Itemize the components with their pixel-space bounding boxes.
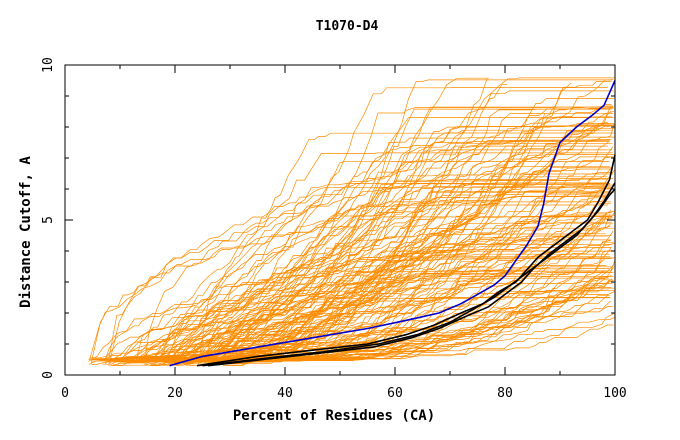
background-model-curves xyxy=(88,77,616,367)
background-curve xyxy=(198,317,615,363)
background-curve xyxy=(199,117,614,360)
background-curve xyxy=(223,81,612,362)
background-curve xyxy=(108,289,615,365)
background-curve xyxy=(216,106,613,358)
background-curve xyxy=(182,184,610,359)
background-curve xyxy=(181,178,613,359)
background-curve xyxy=(90,185,608,364)
background-curve xyxy=(92,152,613,360)
background-curve xyxy=(189,266,613,365)
background-curve xyxy=(115,210,612,359)
background-curve xyxy=(169,188,614,360)
background-curve xyxy=(212,222,613,362)
x-tick-label: 20 xyxy=(167,386,183,401)
background-curve xyxy=(204,121,608,366)
background-curve xyxy=(89,172,613,361)
x-axis-label: Percent of Residues (CA) xyxy=(233,408,435,424)
x-tick-label: 40 xyxy=(277,386,293,401)
background-curve xyxy=(90,107,613,360)
x-tick-label: 100 xyxy=(603,386,626,401)
x-tick-label: 60 xyxy=(387,386,403,401)
x-tick-label: 0 xyxy=(61,386,69,401)
background-curve xyxy=(88,253,610,362)
background-curve xyxy=(133,258,610,359)
y-tick-label: 5 xyxy=(41,216,56,224)
background-curve xyxy=(105,226,611,360)
background-curve xyxy=(111,77,615,366)
y-tick-label: 0 xyxy=(41,371,56,379)
x-tick-label: 80 xyxy=(497,386,513,401)
background-curve xyxy=(158,275,613,365)
background-curve xyxy=(88,182,610,365)
background-curve xyxy=(116,182,610,363)
background-curve xyxy=(227,188,613,363)
background-curve xyxy=(151,110,615,362)
highlight-curve-0 xyxy=(169,80,616,367)
chart-title: T1070-D4 xyxy=(316,19,379,34)
background-curve xyxy=(167,270,611,358)
background-curve xyxy=(171,123,609,363)
background-curve xyxy=(225,90,614,366)
background-curve xyxy=(91,201,611,365)
background-curve xyxy=(116,116,612,359)
background-curve xyxy=(139,324,614,360)
background-curve xyxy=(200,242,615,366)
y-axis-label: Distance Cutoff, A xyxy=(18,156,34,308)
background-curve xyxy=(109,186,613,363)
highlighted-model-curves xyxy=(169,80,616,367)
axis-tick-labels: 0 20 40 60 80 100 0 5 10 xyxy=(41,57,627,401)
background-curve xyxy=(90,210,615,359)
highlight-curve-3 xyxy=(202,188,616,367)
background-curve xyxy=(207,227,615,366)
background-curve xyxy=(125,123,615,357)
background-curve xyxy=(143,178,608,357)
background-curve xyxy=(163,141,610,366)
background-curve xyxy=(112,132,615,366)
background-curve xyxy=(155,128,615,359)
background-curve xyxy=(137,157,610,362)
background-curve xyxy=(198,104,612,365)
background-curve xyxy=(143,161,610,366)
background-curve xyxy=(134,140,610,363)
axis-ticks xyxy=(64,64,616,376)
y-tick-label: 10 xyxy=(41,57,56,73)
background-curve xyxy=(88,173,613,360)
background-curve xyxy=(144,125,615,363)
background-curve xyxy=(118,243,613,362)
background-curve xyxy=(207,79,614,365)
background-curve xyxy=(120,257,615,358)
background-curve xyxy=(189,84,508,365)
background-curve xyxy=(139,239,611,363)
background-curve xyxy=(152,287,615,361)
background-curve xyxy=(145,124,613,361)
background-curve xyxy=(184,184,614,360)
background-curve xyxy=(148,233,606,361)
background-curve xyxy=(216,278,612,365)
